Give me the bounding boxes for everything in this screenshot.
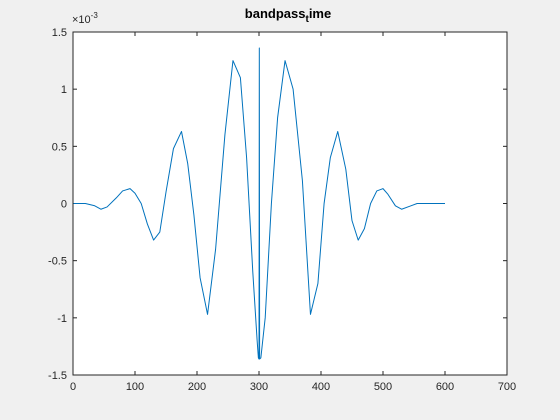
chart-title-subscript: t [305, 14, 309, 25]
chart-title-tail: ime [309, 6, 331, 21]
y-tick-label: 0.5 [52, 141, 67, 153]
y-tick-label: 1 [61, 84, 67, 96]
x-tick-label: 100 [126, 381, 144, 393]
x-tick-label: 500 [374, 381, 392, 393]
x-tick-label: 0 [70, 381, 76, 393]
x-tick-label: 200 [188, 381, 206, 393]
y-exponent-base: ×10 [72, 14, 91, 26]
y-tick-label: 0 [61, 199, 67, 211]
y-exponent-power: -3 [91, 11, 99, 20]
y-tick-label: -1 [57, 313, 67, 325]
x-tick-label: 400 [312, 381, 330, 393]
x-tick-labels: 0 100 200 300 400 500 600 700 [70, 381, 516, 393]
y-tick-label: 1.5 [52, 27, 67, 39]
axes-box [72, 31, 508, 376]
series-line [73, 47, 445, 360]
y-tick-labels: -1.5 -1 -0.5 0 0.5 1 1.5 [48, 27, 67, 382]
chart-title: bandpasstime [245, 6, 331, 25]
y-exponent-label: ×10-3 [72, 11, 98, 26]
chart-title-main: bandpass [245, 6, 306, 21]
y-tick-label: -1.5 [48, 370, 67, 382]
y-tick-label: -0.5 [48, 256, 67, 268]
x-tick-label: 300 [250, 381, 268, 393]
x-tick-label: 700 [498, 381, 516, 393]
x-tick-label: 600 [436, 381, 454, 393]
